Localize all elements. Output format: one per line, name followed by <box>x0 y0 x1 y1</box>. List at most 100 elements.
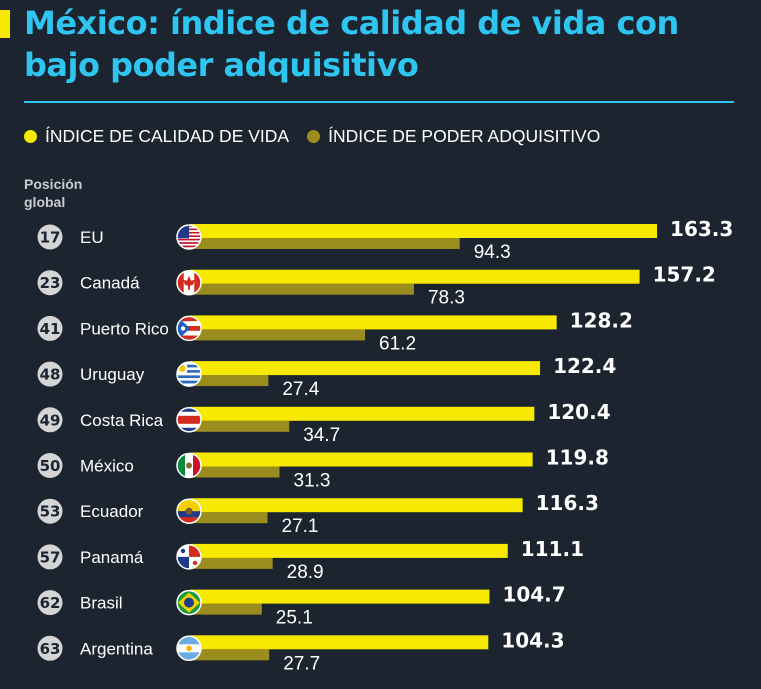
value-label-purchasing: 31.3 <box>294 471 331 492</box>
country-label: Panamá <box>80 548 144 567</box>
bar-purchasing <box>190 466 280 478</box>
value-label-quality: 128.2 <box>570 308 633 332</box>
flag-border <box>176 269 202 296</box>
flag-part <box>177 378 201 381</box>
bar-quality <box>190 315 557 330</box>
flag-part <box>177 362 201 365</box>
rank-number: 53 <box>40 503 61 521</box>
bar-quality <box>190 589 490 604</box>
flag-part <box>183 275 195 290</box>
flag-part <box>177 380 201 384</box>
rank-number: 57 <box>40 548 61 566</box>
rank-badge <box>37 590 63 616</box>
rank-number: 23 <box>40 274 61 292</box>
bar-purchasing <box>190 420 290 432</box>
flag-border <box>176 589 202 616</box>
chart-row: 120.4 34.7 49 Costa Rica <box>37 400 611 446</box>
rank-badge <box>37 270 63 296</box>
flag-part <box>177 370 201 373</box>
country-label: Argentina <box>80 639 153 658</box>
chart-row: 104.7 25.1 62 Brasil <box>37 583 566 629</box>
flag-part <box>177 270 184 295</box>
usa-flag-icon <box>177 225 201 249</box>
value-label-purchasing: 78.3 <box>428 288 465 309</box>
flag-part <box>177 517 201 524</box>
rank-badge <box>37 453 63 478</box>
value-label-purchasing: 94.3 <box>474 242 511 263</box>
bar-purchasing <box>190 329 366 341</box>
value-label-purchasing: 27.4 <box>282 379 319 400</box>
bar-quality <box>190 224 658 238</box>
legend-item-quality: ÍNDICE DE CALIDAD DE VIDA <box>24 126 289 147</box>
rank-badge <box>37 361 63 387</box>
flag-part <box>177 407 201 412</box>
uruguay-flag-icon <box>177 362 201 387</box>
bar-purchasing <box>190 649 270 661</box>
flag-part <box>193 453 201 478</box>
legend-label-purchasing: ÍNDICE DE PODER ADQUISITIVO <box>328 125 601 146</box>
flag-border <box>176 498 202 524</box>
rank-number: 48 <box>40 366 61 384</box>
flag-part <box>177 415 201 424</box>
flag-part <box>185 507 193 515</box>
country-label: México <box>80 457 134 476</box>
flag-part <box>194 270 201 295</box>
value-label-purchasing: 34.7 <box>303 425 340 446</box>
bar-purchasing <box>190 512 268 524</box>
flag-part <box>177 499 201 512</box>
flag-part <box>177 364 201 368</box>
title-accent-bar <box>0 10 10 38</box>
flag-part <box>177 372 201 376</box>
legend-label-quality: ÍNDICE DE CALIDAD DE VIDA <box>45 125 290 146</box>
rank-badge <box>37 544 63 570</box>
bar-purchasing <box>190 238 460 249</box>
value-label-quality: 111.1 <box>521 537 584 561</box>
bar-purchasing <box>190 603 262 615</box>
country-label: Puerto Rico <box>80 319 169 338</box>
flag-part <box>177 247 201 249</box>
bar-quality <box>190 269 640 284</box>
flag-part <box>177 335 201 341</box>
mexico-flag-icon <box>177 453 201 478</box>
bar-quality <box>190 635 489 650</box>
bar-purchasing <box>190 283 414 295</box>
flag-part <box>186 645 192 652</box>
bar-purchasing <box>190 557 273 569</box>
value-label-quality: 163.3 <box>670 217 733 241</box>
bar-quality <box>190 406 535 421</box>
value-label-quality: 120.4 <box>547 400 610 424</box>
legend-dot-quality <box>24 129 37 143</box>
flag-border <box>176 315 202 342</box>
chart-row: 116.3 27.1 53 Ecuador <box>37 491 599 537</box>
value-label-purchasing: 27.7 <box>283 653 320 674</box>
rank-number: 63 <box>40 640 61 658</box>
flag-part <box>177 245 201 248</box>
rank-number: 62 <box>40 594 61 612</box>
country-label: Ecuador <box>80 502 144 521</box>
flag-part <box>177 243 201 246</box>
flag-part <box>177 321 201 326</box>
value-label-quality: 104.3 <box>501 628 564 652</box>
chart-row: 163.3 94.3 17 EU <box>37 217 733 263</box>
value-label-quality: 157.2 <box>653 263 716 287</box>
rank-badge <box>37 635 63 661</box>
flag-part <box>186 462 192 469</box>
flag-part <box>177 330 201 336</box>
flag-part <box>180 326 186 331</box>
rank-badge <box>37 315 63 341</box>
value-label-quality: 104.7 <box>502 583 565 607</box>
country-label: EU <box>80 228 104 247</box>
rank-badge <box>37 407 63 433</box>
value-label-quality: 122.4 <box>553 354 616 378</box>
chart-row: 157.2 78.3 23 Canadá <box>37 263 716 309</box>
flag-part <box>177 240 201 243</box>
flag-part <box>177 316 201 322</box>
chart-row: 128.2 61.2 41 Puerto Rico <box>37 308 633 354</box>
flag-part <box>177 652 201 661</box>
bar-quality <box>190 452 533 467</box>
chart-row: 119.8 31.3 50 México <box>37 446 609 492</box>
bar-purchasing <box>190 375 269 387</box>
bar-quality <box>190 543 508 558</box>
flag-part <box>177 242 201 244</box>
